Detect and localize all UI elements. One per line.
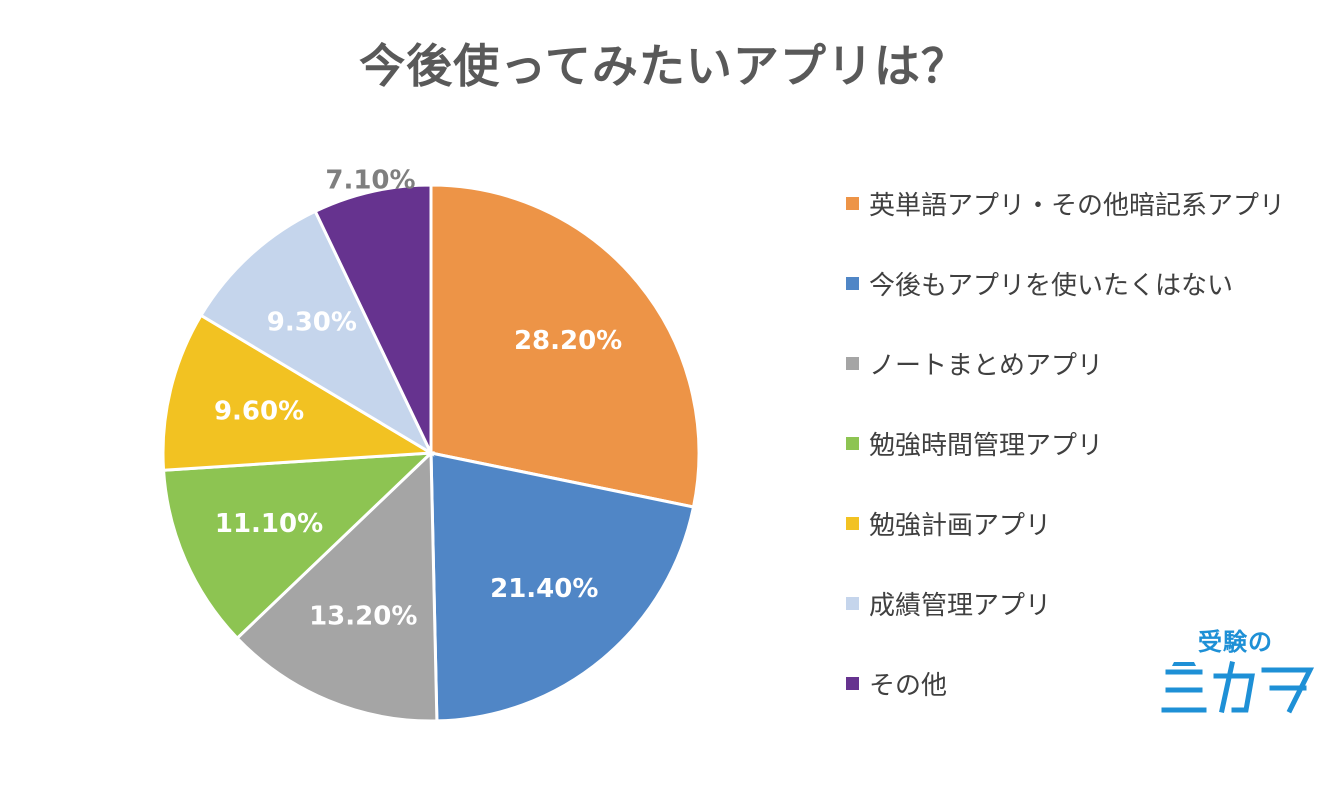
- legend: 英単語アプリ・その他暗記系アプリ 今後もアプリを使いたくはない ノートまとめアプリ勉…: [846, 163, 1285, 723]
- brand-logo: 受験の: [1160, 620, 1320, 720]
- legend-label-5: 成績管理アプリ: [869, 590, 1052, 621]
- slice-label-6: 7.10%: [325, 165, 415, 195]
- legend-item-5: 成績管理アプリ: [846, 563, 1285, 643]
- legend-item-2: ノートまとめアプリ: [846, 323, 1285, 403]
- legend-swatch-0: [846, 196, 859, 210]
- slice-label-3: 11.10%: [215, 509, 323, 539]
- logo-top-text: 受験の: [1198, 628, 1273, 656]
- pie-slice-6: [313, 183, 433, 454]
- legend-label-4: 勉強計画アプリ: [869, 510, 1052, 541]
- slice-label-1: 21.40%: [490, 574, 598, 604]
- pie-slice-1: [429, 451, 696, 723]
- legend-swatch-3: [846, 436, 859, 450]
- legend-item-1: 今後もアプリを使いたくはない: [846, 243, 1285, 323]
- pie-slice-2: [235, 449, 439, 723]
- legend-swatch-2: [846, 356, 859, 370]
- chart-title: 今後使ってみたいアプリは？: [359, 39, 968, 93]
- slice-label-2: 13.20%: [309, 601, 417, 631]
- pie-slice-0: [429, 183, 701, 509]
- legend-swatch-5: [846, 596, 859, 610]
- slice-label-4: 9.60%: [214, 396, 304, 426]
- legend-item-0: 英単語アプリ・その他暗記系アプリ: [846, 163, 1285, 243]
- legend-label-6: その他: [869, 670, 948, 701]
- legend-swatch-1: [846, 276, 859, 290]
- legend-swatch-6: [846, 676, 859, 690]
- legend-item-3: 勉強時間管理アプリ: [846, 403, 1285, 483]
- legend-label-0: 英単語アプリ・その他暗記系アプリ: [869, 190, 1286, 221]
- legend-label-1: 今後もアプリを使いたくはない: [869, 270, 1234, 301]
- logo-mark: [1161, 661, 1315, 714]
- legend-item-4: 勉強計画アプリ: [846, 483, 1285, 563]
- pie-slice-3: [161, 451, 436, 641]
- slice-label-0: 28.20%: [514, 326, 622, 356]
- legend-label-3: 勉強時間管理アプリ: [869, 430, 1104, 461]
- slice-label-5: 9.30%: [267, 307, 357, 337]
- pie-slice-4: [161, 313, 436, 472]
- legend-item-6: その他: [846, 643, 1285, 723]
- pie-slice-5: [198, 209, 435, 457]
- legend-label-2: ノートまとめアプリ: [869, 350, 1104, 381]
- legend-swatch-4: [846, 516, 859, 530]
